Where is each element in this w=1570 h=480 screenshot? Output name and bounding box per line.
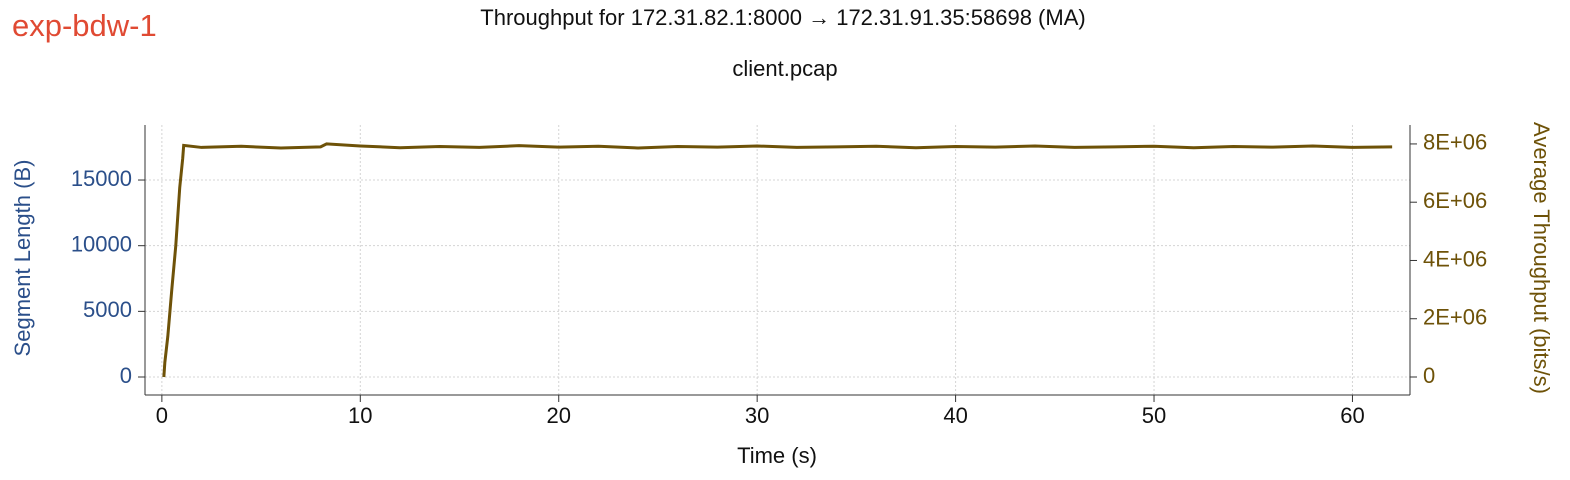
x-tick-label: 40 — [943, 403, 967, 428]
y2-tick-label: 4E+06 — [1423, 246, 1487, 271]
chart-subtitle: client.pcap — [732, 56, 837, 81]
x-tick-label: 30 — [745, 403, 769, 428]
y-axis-label: Segment Length (B) — [10, 160, 35, 357]
y-tick-label: 10000 — [71, 231, 132, 256]
x-axis-label: Time (s) — [737, 443, 817, 468]
y2-tick-label: 0 — [1423, 363, 1435, 388]
tag: exp-bdw-1 — [12, 8, 157, 43]
y-tick-label: 15000 — [71, 166, 132, 191]
y2-tick-label: 2E+06 — [1423, 305, 1487, 330]
chart-title: Throughput for 172.31.82.1:8000 → 172.31… — [480, 5, 1085, 30]
x-tick-label: 50 — [1142, 403, 1166, 428]
y-tick-label: 0 — [120, 363, 132, 388]
x-tick-label: 10 — [348, 403, 372, 428]
y2-tick-label: 6E+06 — [1423, 188, 1487, 213]
y2-axis-label: Average Throughput (bits/s) — [1529, 122, 1554, 394]
y-tick-label: 5000 — [83, 297, 132, 322]
x-tick-label: 20 — [546, 403, 570, 428]
y2-tick-label: 8E+06 — [1423, 130, 1487, 155]
throughput-line — [162, 142, 1393, 378]
x-tick-label: 0 — [156, 403, 168, 428]
x-tick-label: 60 — [1340, 403, 1364, 428]
